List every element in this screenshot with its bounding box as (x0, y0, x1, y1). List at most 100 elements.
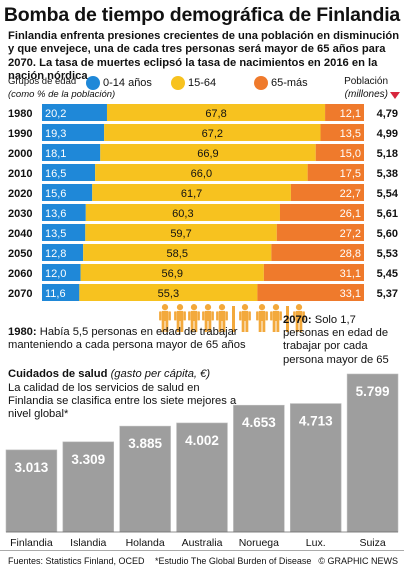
person-arm (168, 311, 171, 321)
person-arm (248, 311, 251, 321)
person-body (272, 310, 280, 321)
person-arm (293, 311, 296, 321)
health-bar (176, 422, 228, 533)
value-label-working: 59,7 (170, 228, 191, 240)
divider-bar-icon (286, 306, 289, 332)
health-value-label: 5.799 (356, 384, 390, 399)
year-label: 2010 (8, 168, 32, 180)
person-leg (245, 320, 249, 332)
population-header: Población (344, 76, 388, 87)
working-age-person-icon (188, 304, 200, 332)
population-down-arrow-icon (390, 92, 400, 99)
note-1980: 1980: Había 5,5 personas en edad de trab… (8, 326, 248, 352)
person-body (204, 310, 212, 321)
health-country-label: Lux. (306, 537, 326, 549)
bar-old (257, 284, 364, 301)
year-label: 1990 (8, 128, 32, 140)
person-arm (239, 311, 242, 321)
value-label-young: 18,1 (45, 148, 66, 160)
person-arm (265, 311, 268, 321)
value-label-old: 12,1 (340, 108, 361, 120)
page-title: Bomba de tiempo demográfica de Finlandia (3, 4, 401, 26)
bar-working (92, 184, 291, 201)
health-bar (62, 441, 115, 533)
person-body (218, 310, 226, 321)
year-label: 2000 (8, 148, 32, 160)
value-label-young: 20,2 (45, 108, 66, 120)
population-label: 4,99 (377, 128, 398, 140)
person-leg (204, 320, 208, 332)
working-age-person-icon (202, 304, 214, 332)
value-label-young: 12,0 (45, 268, 66, 280)
working-age-person-icon (216, 304, 228, 332)
value-label-young: 16,5 (45, 168, 66, 180)
elderly-person-icon (239, 304, 251, 332)
bar-young (42, 164, 96, 181)
person-head (161, 304, 169, 311)
people-pictogram (159, 304, 305, 332)
bar-row: 2070 11,6 55,3 33,1 5,37 (8, 284, 398, 301)
person-leg (299, 320, 303, 332)
health-value-label: 3.013 (15, 460, 49, 475)
health-bar-group: 4.713 Lux. (289, 403, 342, 549)
value-label-young: 19,3 (45, 128, 66, 140)
health-bar-group: 4.002 Australia (176, 422, 228, 549)
bar-young (42, 264, 81, 281)
bar-working (83, 244, 272, 261)
health-country-label: Suiza (359, 537, 385, 549)
note-1980-text: Había 5,5 personas en edad de trabajar m… (8, 326, 246, 352)
bar-old (271, 244, 364, 261)
working-age-person-icon (159, 304, 171, 332)
bar-young (42, 184, 93, 201)
bar-row: 2030 13,6 60,3 26,1 5,61 (8, 204, 398, 221)
health-value-label: 4.713 (299, 414, 333, 429)
person-leg (258, 320, 262, 332)
health-unit: (gasto per cápita, €) (110, 368, 211, 380)
person-arm (159, 311, 162, 321)
value-label-old: 33,1 (340, 288, 361, 300)
bar-old (263, 264, 364, 281)
health-bar-group: 3.885 Holanda (119, 425, 171, 549)
legend-dot-working (171, 76, 185, 90)
value-label-working: 56,9 (162, 268, 183, 280)
person-arm (270, 311, 273, 321)
legend-label-working: 15-64 (188, 77, 217, 89)
note-2070-year: 2070: (283, 314, 312, 326)
bar-young (42, 204, 86, 221)
health-bar (346, 373, 399, 533)
working-age-person-icon (256, 304, 268, 332)
person-leg (165, 320, 169, 332)
value-label-working: 60,3 (172, 208, 193, 220)
bar-young (42, 224, 86, 241)
value-label-old: 13,5 (340, 128, 361, 140)
person-leg (194, 320, 198, 332)
person-leg (218, 320, 222, 332)
bar-row: 1990 19,3 67,2 13,5 4,99 (8, 124, 398, 141)
health-country-label: Holanda (126, 537, 165, 549)
value-label-old: 15,0 (340, 148, 361, 160)
health-value-label: 4.653 (242, 415, 276, 430)
legend-dot-young (86, 76, 100, 90)
population-label: 5,61 (377, 208, 398, 220)
person-body (241, 310, 249, 321)
footer-source: Fuentes: Statistics Finland, OCED (8, 556, 145, 566)
bar-young (42, 144, 101, 161)
working-age-person-icon (174, 304, 186, 332)
person-arm (202, 311, 205, 321)
year-label: 1980 (8, 108, 32, 120)
value-label-old: 26,1 (340, 208, 361, 220)
person-arm (183, 311, 186, 321)
bar-old (290, 184, 364, 201)
value-label-old: 27,2 (340, 228, 361, 240)
bar-row: 2060 12,0 56,9 31,1 5,45 (8, 264, 398, 281)
person-leg (208, 320, 212, 332)
legend-subtitle: (como % de la población) (8, 89, 116, 100)
health-country-label: Islandia (70, 537, 106, 549)
person-body (176, 310, 184, 321)
bar-old (307, 164, 364, 181)
year-label: 2070 (8, 288, 32, 300)
bar-row: 2010 16,5 66,0 17,5 5,38 (8, 164, 398, 181)
health-description: La calidad de los servicios de salud en … (8, 382, 237, 421)
page-subtitle: Finlandia enfrenta presiones crecientes … (8, 30, 400, 83)
person-leg (241, 320, 245, 332)
